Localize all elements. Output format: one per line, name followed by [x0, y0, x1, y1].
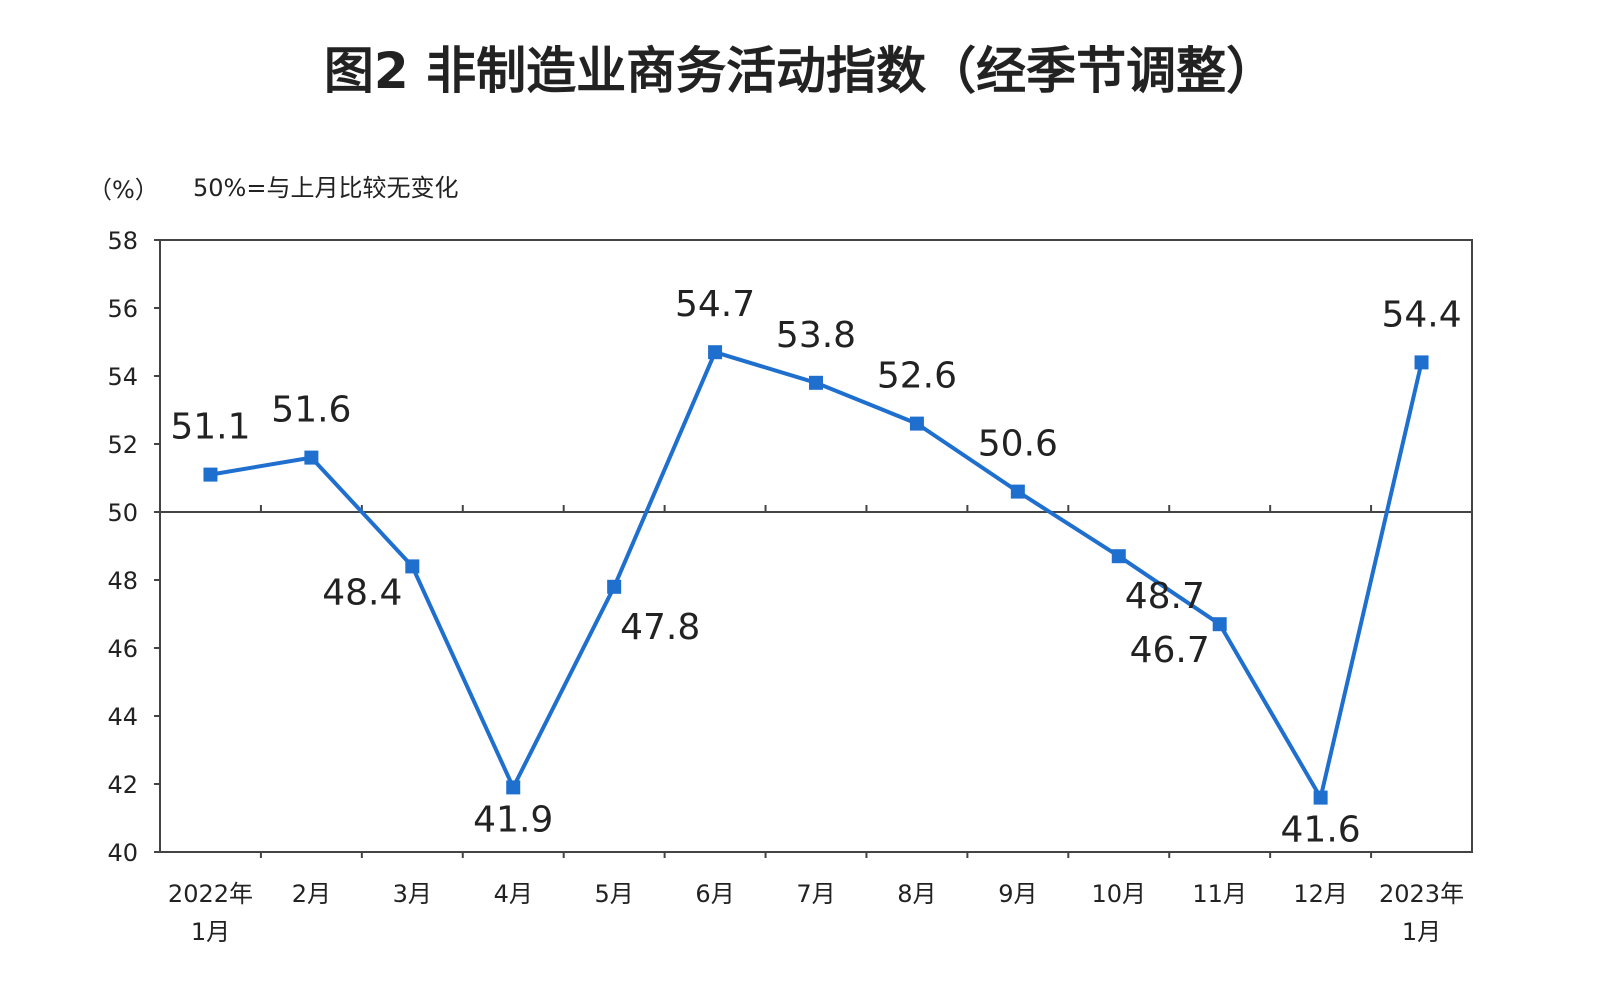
y-tick-label: 42: [107, 771, 138, 799]
data-label: 52.6: [877, 356, 957, 397]
x-tick-label: 6月: [695, 880, 734, 908]
data-label: 41.6: [1281, 810, 1361, 851]
data-point[interactable]: [304, 450, 319, 465]
plot-frame: [159, 239, 1473, 853]
data-label: 46.7: [1130, 630, 1210, 671]
y-tick-label: 48: [107, 567, 138, 595]
data-point[interactable]: [1010, 484, 1025, 499]
x-tick-label: 1月: [1402, 918, 1441, 946]
y-axis-unit-label: （%）: [88, 176, 159, 204]
data-point[interactable]: [607, 579, 622, 594]
x-tick-label: 2023年: [1379, 880, 1464, 908]
x-tick-label: 7月: [796, 880, 835, 908]
y-tick-label: 52: [107, 431, 138, 459]
data-label: 48.4: [322, 572, 402, 613]
data-label: 54.7: [675, 284, 755, 325]
data-point[interactable]: [506, 780, 521, 795]
data-point[interactable]: [405, 559, 420, 574]
data-label: 54.4: [1381, 294, 1461, 335]
data-label: 47.8: [620, 607, 700, 648]
data-point[interactable]: [708, 345, 723, 360]
chart-note: 50%=与上月比较无变化: [193, 174, 458, 202]
data-point[interactable]: [203, 467, 218, 482]
data-point[interactable]: [1111, 549, 1126, 564]
x-tick-label: 2月: [292, 880, 331, 908]
data-point[interactable]: [809, 375, 823, 390]
x-tick-label: 8月: [897, 880, 936, 908]
y-tick-label: 58: [107, 227, 138, 255]
data-point[interactable]: [1414, 355, 1429, 370]
x-tick-label: 10月: [1091, 880, 1146, 908]
x-tick-label: 3月: [393, 880, 432, 908]
data-label: 50.6: [978, 424, 1058, 465]
x-tick-label: 12月: [1293, 880, 1348, 908]
y-tick-label: 44: [107, 703, 138, 731]
x-tick-label: 4月: [494, 880, 533, 908]
data-point[interactable]: [1313, 790, 1328, 805]
x-tick-label: 2022年: [168, 880, 253, 908]
x-tick-label: 1月: [191, 918, 230, 946]
data-label: 53.8: [776, 315, 856, 356]
x-tick-label: 11月: [1192, 880, 1247, 908]
data-label: 48.7: [1125, 576, 1205, 617]
x-tick-label: 9月: [998, 880, 1037, 908]
y-tick-label: 56: [107, 295, 138, 323]
data-point[interactable]: [1212, 617, 1227, 632]
chart-title: 图2 非制造业商务活动指数（经季节调整）: [324, 42, 1276, 100]
plot-layer: 40 42 44 46 48 50 52 54 56 58 2022年 1月 2月 3月 4月 5月 6月 7月 8…: [107, 227, 1473, 946]
x-tick-label: 5月: [595, 880, 634, 908]
data-label: 51.6: [271, 390, 351, 431]
data-point[interactable]: [909, 416, 924, 431]
y-tick-label: 40: [107, 839, 138, 867]
data-label: 51.1: [170, 407, 250, 448]
data-label: 41.9: [473, 799, 553, 840]
y-tick-label: 46: [107, 635, 138, 663]
y-tick-label: 54: [107, 363, 138, 391]
y-tick-label: 50: [107, 499, 138, 527]
